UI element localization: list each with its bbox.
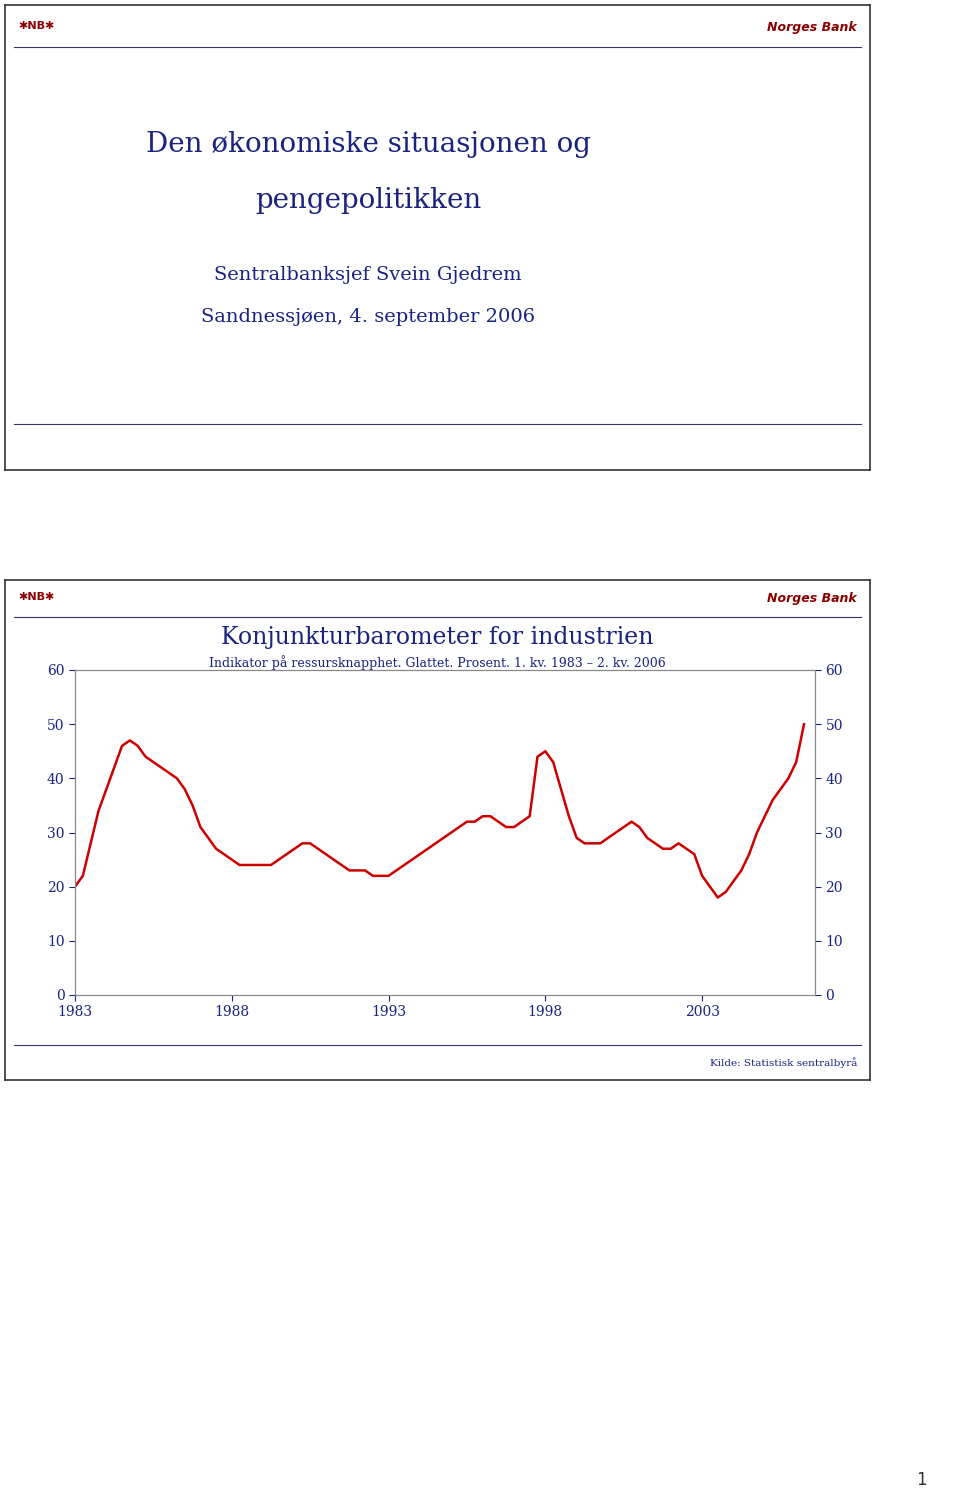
Text: Sandnessjøen, 4. september 2006: Sandnessjøen, 4. september 2006 <box>202 307 536 326</box>
Text: 1: 1 <box>916 1471 926 1489</box>
Text: Konjunkturbarometer for industrien: Konjunkturbarometer for industrien <box>221 625 654 650</box>
Text: Norges Bank: Norges Bank <box>767 592 857 606</box>
Text: Den økonomiske situasjonen og: Den økonomiske situasjonen og <box>146 131 590 158</box>
Text: ✱NB✱: ✱NB✱ <box>18 592 55 603</box>
Text: Sentralbanksjef Svein Gjedrem: Sentralbanksjef Svein Gjedrem <box>214 265 522 283</box>
Text: pengepolitikken: pengepolitikken <box>255 187 481 214</box>
Text: ✱NB✱: ✱NB✱ <box>18 21 55 32</box>
Text: Kilde: Statistisk sentralbyrå: Kilde: Statistisk sentralbyrå <box>709 1056 857 1068</box>
Text: Indikator på ressursknapphet. Glattet. Prosent. 1. kv. 1983 – 2. kv. 2006: Indikator på ressursknapphet. Glattet. P… <box>209 656 666 671</box>
Text: Norges Bank: Norges Bank <box>767 21 857 35</box>
